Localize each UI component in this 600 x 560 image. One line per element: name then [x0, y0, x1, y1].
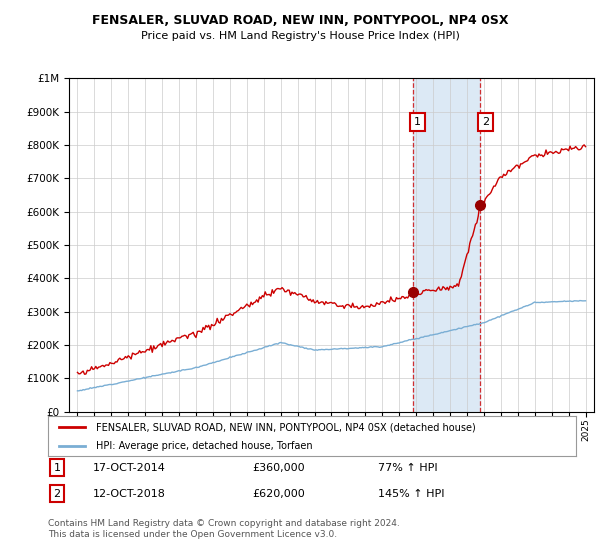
Text: HPI: Average price, detached house, Torfaen: HPI: Average price, detached house, Torf…: [95, 441, 312, 451]
Text: £360,000: £360,000: [252, 463, 305, 473]
Text: 2: 2: [53, 489, 61, 499]
Text: FENSALER, SLUVAD ROAD, NEW INN, PONTYPOOL, NP4 0SX: FENSALER, SLUVAD ROAD, NEW INN, PONTYPOO…: [92, 14, 508, 27]
Text: Price paid vs. HM Land Registry's House Price Index (HPI): Price paid vs. HM Land Registry's House …: [140, 31, 460, 41]
Text: 1: 1: [53, 463, 61, 473]
Text: 2: 2: [482, 116, 489, 127]
Text: 145% ↑ HPI: 145% ↑ HPI: [378, 489, 445, 499]
Text: 12-OCT-2018: 12-OCT-2018: [93, 489, 166, 499]
Text: 77% ↑ HPI: 77% ↑ HPI: [378, 463, 437, 473]
Text: 17-OCT-2014: 17-OCT-2014: [93, 463, 166, 473]
Text: FENSALER, SLUVAD ROAD, NEW INN, PONTYPOOL, NP4 0SX (detached house): FENSALER, SLUVAD ROAD, NEW INN, PONTYPOO…: [95, 422, 475, 432]
Bar: [413, 78, 481, 412]
Text: Contains HM Land Registry data © Crown copyright and database right 2024.
This d: Contains HM Land Registry data © Crown c…: [48, 519, 400, 539]
Text: £620,000: £620,000: [252, 489, 305, 499]
Text: 1: 1: [414, 116, 421, 127]
